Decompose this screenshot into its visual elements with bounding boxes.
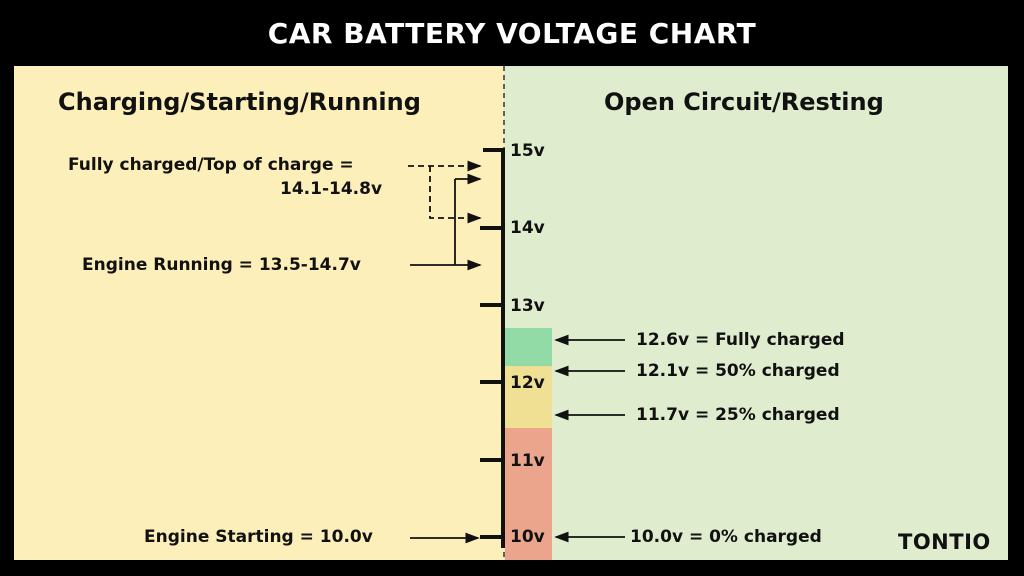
tick-12v: 12v	[510, 373, 545, 393]
tick-13v: 13v	[510, 296, 545, 316]
label-engine-running: Engine Running = 13.5-14.7v	[82, 255, 361, 275]
zone-fully-charged	[505, 328, 552, 366]
tontio-logo: TONTIO	[898, 530, 991, 554]
tick-14v: 14v	[510, 218, 545, 238]
tick-11v: 11v	[510, 451, 545, 471]
charging-panel	[14, 66, 504, 560]
label-12-6v: 12.6v = Fully charged	[636, 330, 845, 350]
chart-title: CAR BATTERY VOLTAGE CHART	[267, 17, 757, 50]
label-11-7v: 11.7v = 25% charged	[636, 405, 840, 425]
zone-partial	[505, 366, 552, 428]
label-10-0v: 10.0v = 0% charged	[630, 527, 822, 547]
left-heading: Charging/Starting/Running	[58, 88, 421, 116]
label-engine-starting: Engine Starting = 10.0v	[144, 527, 373, 547]
tick-15v: 15v	[510, 141, 545, 161]
label-fully-charged-2: 14.1-14.8v	[280, 179, 383, 199]
tick-10v: 10v	[510, 527, 545, 547]
zone-low	[505, 428, 552, 560]
label-12-1v: 12.1v = 50% charged	[636, 361, 840, 381]
resting-panel	[504, 66, 1008, 560]
right-heading: Open Circuit/Resting	[604, 88, 884, 116]
scale-ticks	[480, 148, 503, 539]
label-fully-charged-1: Fully charged/Top of charge =	[68, 155, 354, 175]
arrows	[408, 160, 625, 544]
